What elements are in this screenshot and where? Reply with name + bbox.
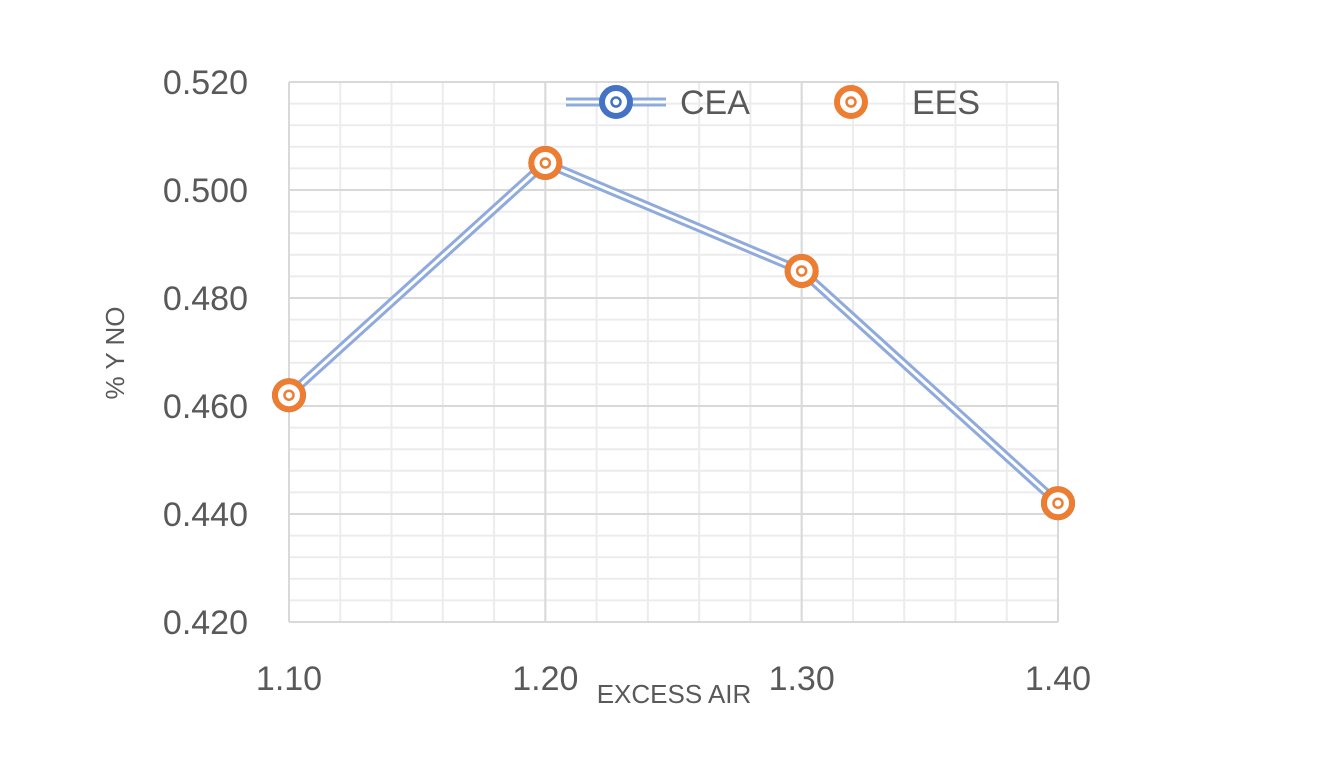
major-gridlines: [288, 81, 1059, 623]
x-axis-title: EXCESS AIR: [597, 679, 752, 709]
y-tick-label: 0.440: [163, 496, 248, 534]
x-tick-label: 1.20: [512, 660, 578, 698]
y-tick-label: 0.500: [163, 172, 248, 210]
legend-label-cea: CEA: [680, 84, 750, 122]
y-axis-ticks: 0.520 0.500 0.480 0.460 0.440 0.420: [163, 64, 248, 642]
marker-inner-ring: [1052, 497, 1064, 509]
data-point-ees: [272, 378, 306, 413]
series-markers: [272, 146, 1075, 521]
y-tick-label: 0.480: [163, 280, 248, 318]
marker-inner-ring: [283, 389, 295, 401]
y-tick-label: 0.420: [163, 604, 248, 642]
series-lines: [285, 158, 1062, 507]
legend-label-ees: EES: [912, 84, 980, 122]
legend-cea-marker: [599, 85, 633, 119]
legend-ees-symbol: [834, 85, 868, 119]
data-point-ees: [784, 254, 819, 288]
y-tick-label: 0.460: [163, 388, 248, 426]
data-point-ees: [528, 146, 563, 180]
legend: CEA EES: [566, 84, 980, 122]
legend-item-ees: EES: [834, 84, 980, 122]
marker-inner-ring: [845, 96, 857, 108]
x-tick-label: 1.40: [1025, 660, 1091, 698]
legend-cea-symbol: [566, 85, 666, 119]
y-tick-label: 0.520: [163, 64, 248, 102]
marker-inner-ring: [795, 265, 808, 277]
x-tick-label: 1.10: [256, 660, 322, 698]
y-axis-title: % Y NO: [100, 307, 130, 400]
x-tick-label: 1.30: [769, 660, 835, 698]
x-axis-ticks: 1.10 1.20 1.30 1.40: [256, 660, 1091, 698]
marker-inner-ring: [610, 96, 622, 108]
legend-item-cea: CEA: [566, 84, 750, 122]
data-point-ees: [1041, 486, 1075, 521]
legend-ees-marker: [834, 85, 868, 119]
minor-gridlines: [288, 81, 1059, 623]
series-line-inner-cea: [287, 161, 1060, 505]
marker-inner-ring: [539, 157, 552, 169]
series-line-cea: [285, 158, 1062, 507]
